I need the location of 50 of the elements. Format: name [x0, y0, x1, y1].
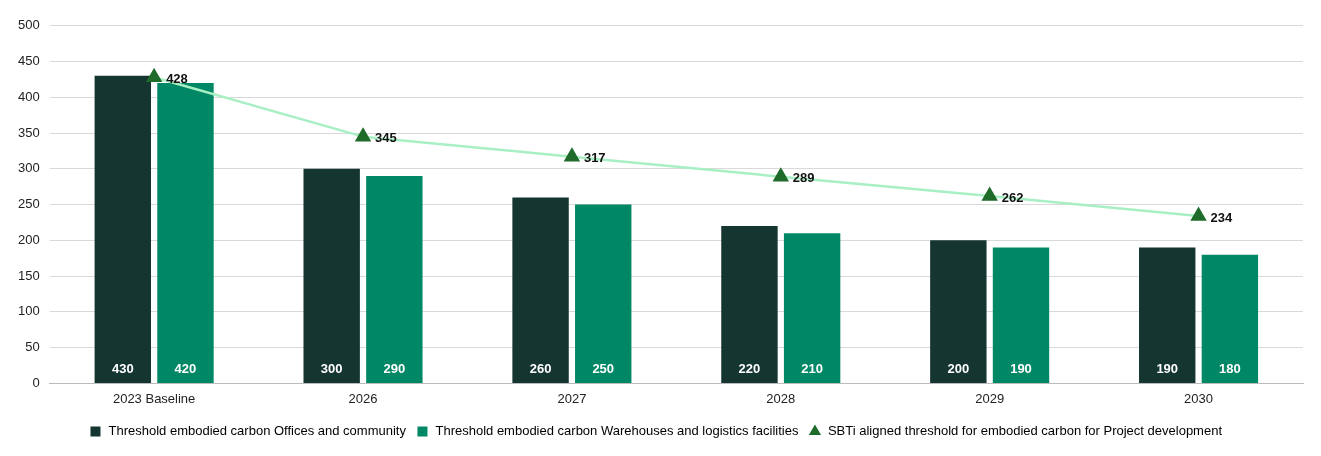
bar	[157, 83, 214, 383]
bar	[512, 197, 569, 383]
y-tick-label: 500	[17, 17, 40, 33]
data-label: 290	[383, 360, 406, 376]
x-tick-label: 2026	[348, 390, 378, 406]
y-tick-label: 250	[17, 196, 40, 212]
data-label: 428	[166, 70, 188, 86]
x-tick-label: 2030	[1184, 390, 1214, 406]
bar	[303, 168, 360, 383]
data-label: 260	[529, 360, 552, 376]
data-label: 190	[1010, 360, 1032, 376]
data-label: 220	[738, 360, 761, 376]
data-label: 200	[947, 360, 970, 376]
data-label: 190	[1156, 360, 1179, 376]
data-label: 250	[592, 360, 615, 376]
y-tick-label: 100	[17, 303, 40, 319]
legend-label: Threshold embodied carbon Offices and community	[108, 423, 407, 439]
y-tick-label: 350	[17, 124, 40, 140]
bar	[930, 240, 987, 383]
bar	[721, 226, 778, 383]
x-tick-label: 2028	[766, 390, 796, 406]
data-label: 300	[320, 360, 343, 376]
y-tick-label: 400	[17, 88, 40, 104]
bar	[1139, 247, 1196, 383]
data-label: 262	[1001, 189, 1024, 205]
data-label: 345	[375, 130, 397, 146]
x-tick-label: 2023 Baseline	[112, 390, 196, 406]
y-tick-label: 200	[17, 231, 40, 247]
data-label: 317	[583, 150, 606, 166]
data-label: 289	[792, 170, 815, 186]
x-tick-label: 2029	[975, 390, 1005, 406]
bar	[992, 247, 1050, 383]
y-tick-label: 50	[25, 339, 40, 355]
y-tick-label: 450	[17, 53, 40, 69]
y-tick-label: 0	[32, 374, 40, 390]
data-label: 420	[174, 360, 197, 376]
y-tick-label: 150	[17, 267, 40, 283]
bar	[1201, 254, 1259, 383]
data-label: 210	[801, 360, 823, 376]
data-label: 234	[1210, 209, 1234, 225]
bar	[783, 233, 841, 383]
x-tick-label: 2027	[557, 390, 587, 406]
legend-label: SBTi aligned threshold for embodied carbon for Project development	[827, 423, 1223, 439]
y-tick-label: 300	[17, 160, 40, 176]
data-label: 180	[1219, 360, 1241, 376]
bar	[366, 175, 423, 383]
bar	[94, 75, 151, 383]
data-label: 430	[111, 360, 134, 376]
bar	[575, 204, 632, 383]
legend-label: Threshold embodied carbon Warehouses and logistics facilities	[435, 423, 799, 439]
